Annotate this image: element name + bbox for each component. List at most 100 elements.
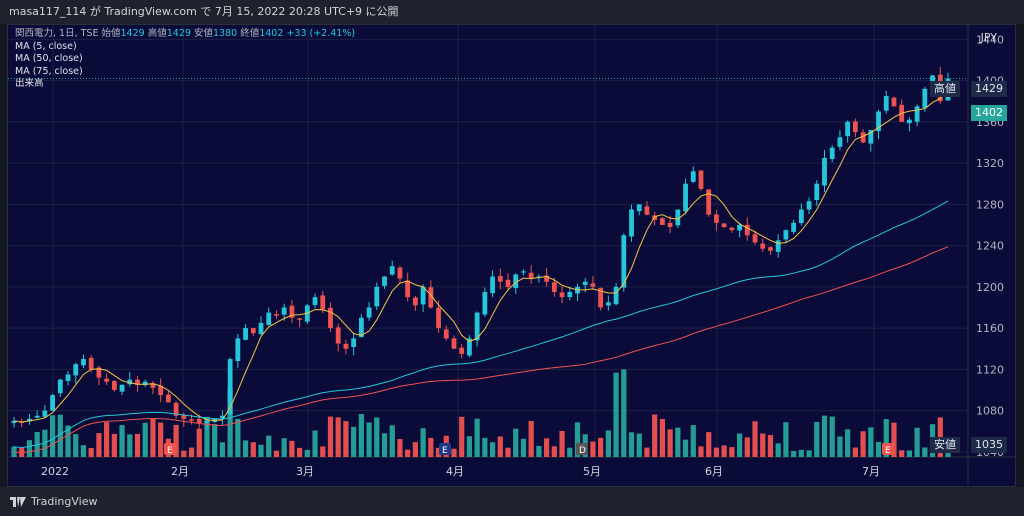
volume-bar (652, 414, 658, 457)
candle-body (791, 222, 797, 232)
candle-body (845, 121, 851, 137)
volume-bar (250, 442, 256, 457)
volume-bar (544, 438, 550, 457)
volume-bar (134, 433, 141, 457)
volume-bar (397, 439, 403, 457)
candle-body (891, 97, 897, 107)
candle-body (744, 224, 750, 236)
legend-ma75[interactable]: MA (75, close) (15, 65, 83, 77)
candle-body (173, 402, 179, 416)
volume-bar (875, 441, 882, 457)
volume-bar (26, 440, 33, 457)
volume-bar (713, 447, 720, 457)
event-marker-icon (576, 443, 588, 455)
volume-bar (736, 433, 743, 457)
candlestick-chart[interactable]: 1440140013601320128012401200116011201080… (8, 25, 1016, 487)
volume-bar (73, 434, 79, 457)
candle-body (358, 317, 364, 338)
volume-bar (474, 418, 480, 457)
candle-body (721, 223, 727, 228)
tradingview-logo[interactable]: TradingView (10, 495, 97, 508)
volume-bar (760, 433, 766, 457)
candle-body (513, 274, 519, 289)
x-tick-label: 3月 (296, 465, 314, 478)
candle-body (250, 328, 256, 334)
candle-body (220, 415, 225, 419)
volume-bar (451, 448, 457, 457)
volume-bar (636, 433, 642, 457)
bottom-bar: TradingView (0, 487, 1024, 516)
candle-body (397, 267, 403, 279)
candle-body (590, 283, 596, 287)
open-value: 1429 (120, 28, 145, 39)
last-price-tag: 1402 (971, 105, 1007, 121)
volume-bar (289, 440, 295, 457)
candle-body (258, 322, 264, 335)
candle-body (482, 291, 488, 315)
volume-bar (219, 442, 226, 457)
volume-bar (744, 437, 750, 457)
candle-body (281, 307, 287, 315)
candle-body (50, 395, 55, 411)
event-marker-icon (439, 443, 451, 455)
volume-bar (791, 450, 797, 457)
candle-body (65, 374, 71, 381)
candle-body (351, 338, 357, 347)
candle-body (150, 383, 156, 388)
currency-label[interactable]: JPY (980, 31, 997, 44)
volume-bar (235, 418, 241, 457)
candle-body (605, 302, 611, 306)
volume-bar (312, 430, 318, 457)
brand-name: TradingView (31, 495, 98, 508)
candle-body (19, 421, 25, 423)
candle-body (274, 314, 279, 316)
candle-body (196, 418, 202, 423)
candle-body (289, 305, 295, 318)
volume-bar (721, 445, 727, 457)
candle-body (490, 276, 495, 294)
volume-bar (868, 427, 874, 457)
volume-bar (420, 428, 426, 457)
candle-body (914, 106, 920, 122)
volume-bar (335, 417, 341, 457)
candle-body (659, 218, 665, 225)
candle-body (806, 201, 812, 210)
volume-bar (65, 425, 71, 457)
candle-body (675, 209, 681, 226)
volume-bar (906, 450, 913, 457)
volume-bar (829, 416, 835, 457)
volume-bar (513, 428, 519, 457)
candle-body (451, 338, 457, 349)
candle-body (57, 379, 63, 394)
volume-bar (381, 433, 388, 457)
publish-caption: masa117_114 が TradingView.com で 7月 15, 2… (9, 5, 399, 18)
chart-panel[interactable]: 1440140013601320128012401200116011201080… (7, 24, 1016, 487)
volume-bar (613, 372, 619, 457)
volume-bar (775, 443, 781, 457)
candle-body (11, 420, 17, 423)
candle-body (204, 420, 210, 424)
legend-volume[interactable]: 出来高 (15, 78, 44, 90)
candle-body (860, 132, 866, 143)
volume-bar (389, 425, 395, 457)
chart-legend: 関西電力, 1日, TSE 始値1429 高値1429 安値1380 終値140… (15, 28, 355, 91)
low-label: 安値 (193, 28, 213, 39)
low-value: 1380 (212, 28, 238, 39)
candle-body (613, 286, 619, 305)
legend-symbol-row: 関西電力, 1日, TSE 始値1429 高値1429 安値1380 終値140… (15, 28, 355, 41)
legend-ma50[interactable]: MA (50, close) (15, 53, 83, 65)
volume-bar (11, 446, 17, 457)
publish-caption-bar: masa117_114 が TradingView.com で 7月 15, 2… (0, 0, 1024, 24)
volume-bar (497, 436, 503, 457)
volume-bar (173, 424, 179, 457)
volume-bar (598, 437, 604, 457)
candle-body (837, 137, 843, 147)
volume-bar (466, 436, 473, 457)
x-tick-label: 7月 (862, 465, 880, 478)
candle-body (227, 359, 233, 415)
event-marker-icon (882, 443, 894, 455)
volume-bar (304, 449, 310, 457)
legend-ma5[interactable]: MA (5, close) (15, 40, 77, 52)
volume-bar (435, 447, 442, 457)
volume-bar (104, 422, 110, 457)
